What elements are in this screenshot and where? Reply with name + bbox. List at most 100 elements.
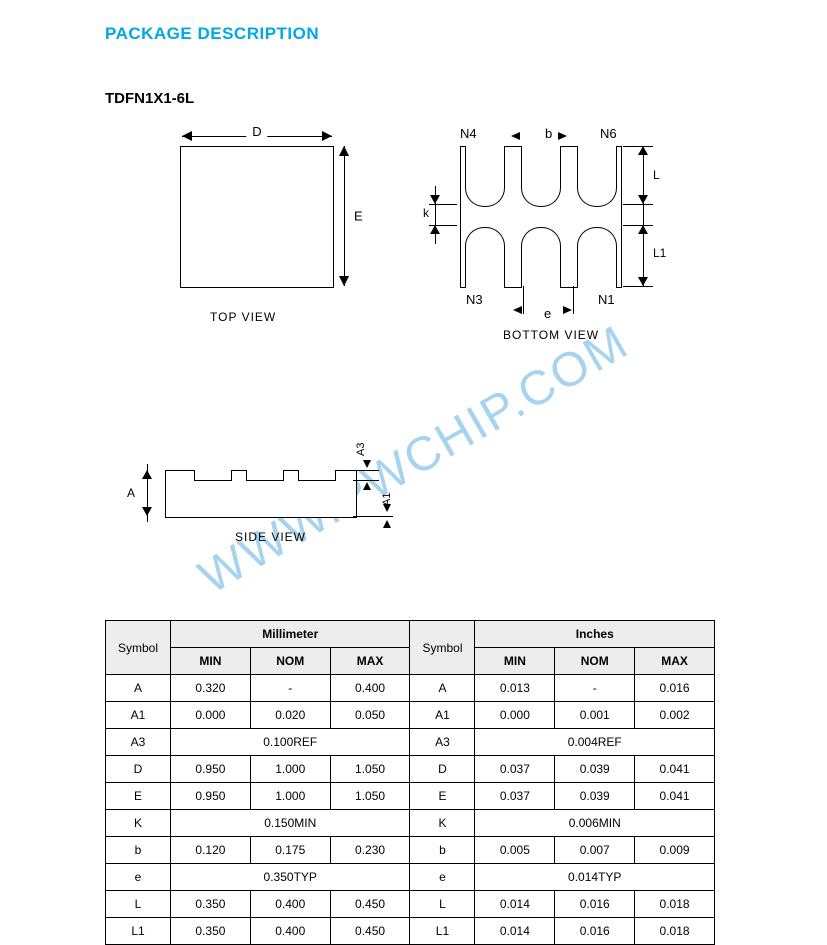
cell-value: 0.014 [475, 891, 555, 918]
cell-value: 0.006MIN [475, 810, 715, 837]
dim-a: A [139, 470, 157, 516]
pin-n4-label: N4 [460, 126, 477, 141]
side-pad [194, 470, 232, 481]
dim-l1-label: L1 [653, 246, 666, 260]
cell-value: 1.050 [330, 783, 410, 810]
table-row: e0.350TYPe0.014TYP [106, 864, 715, 891]
cell-value: 0.050 [330, 702, 410, 729]
table-row: D0.9501.0001.050D0.0370.0390.041 [106, 756, 715, 783]
top-outline [180, 146, 334, 288]
cell-value: 0.005 [475, 837, 555, 864]
cell-value: 0.039 [555, 756, 635, 783]
cell-symbol: D [410, 756, 475, 783]
cell-value: 0.350 [171, 891, 251, 918]
part-name: TDFN1X1-6L [105, 90, 194, 107]
th-mm: Millimeter [171, 621, 410, 648]
table-row: E0.9501.0001.050E0.0370.0390.041 [106, 783, 715, 810]
pin-n6-label: N6 [600, 126, 617, 141]
cell-value: 0.016 [635, 675, 715, 702]
pin-n3-label: N3 [466, 292, 483, 307]
cell-value: 0.016 [555, 891, 635, 918]
cell-symbol: D [106, 756, 171, 783]
pad-n1 [577, 227, 617, 288]
cell-value: 0.320 [171, 675, 251, 702]
bottom-outline [460, 146, 622, 288]
cell-value: 0.400 [250, 891, 330, 918]
cell-value: 0.000 [171, 702, 251, 729]
cell-symbol: A3 [106, 729, 171, 756]
cell-value: 0.041 [635, 756, 715, 783]
cell-value: 0.400 [330, 675, 410, 702]
side-pad [246, 470, 284, 481]
cell-symbol: E [106, 783, 171, 810]
dimensions-table: Symbol Millimeter Symbol Inches MIN NOM … [105, 620, 715, 945]
cell-symbol: K [106, 810, 171, 837]
cell-symbol: K [410, 810, 475, 837]
cell-symbol: b [410, 837, 475, 864]
dim-e: E [338, 146, 352, 286]
dim-a3-label: A3 [355, 443, 367, 456]
dim-k: k [427, 146, 457, 286]
th-symbol: Symbol [410, 621, 475, 675]
watermark: WWW.PWCHIP.COM [189, 315, 637, 605]
cell-symbol: A1 [410, 702, 475, 729]
th-max: MAX [330, 648, 410, 675]
cell-symbol: A3 [410, 729, 475, 756]
cell-value: 0.020 [250, 702, 330, 729]
cell-value: 0.175 [250, 837, 330, 864]
table-row: A10.0000.0200.050A10.0000.0010.002 [106, 702, 715, 729]
cell-value: 0.014TYP [475, 864, 715, 891]
dim-e-pitch-label: e [544, 306, 551, 321]
cell-value: 0.001 [555, 702, 635, 729]
cell-value: 0.950 [171, 783, 251, 810]
pad-n3 [465, 227, 505, 288]
cell-symbol: A1 [106, 702, 171, 729]
cell-value: 0.039 [555, 783, 635, 810]
pad-n5 [521, 146, 561, 207]
pin-n1-label: N1 [598, 292, 615, 307]
cell-value: 0.018 [635, 918, 715, 945]
table-row: L10.3500.4000.450L10.0140.0160.018 [106, 918, 715, 945]
cell-value: 0.120 [171, 837, 251, 864]
dim-k-label: k [423, 206, 429, 220]
cell-value: - [250, 675, 330, 702]
cell-value: 0.450 [330, 891, 410, 918]
cell-value: 0.013 [475, 675, 555, 702]
cell-symbol: A [106, 675, 171, 702]
cell-value: 0.350 [171, 918, 251, 945]
side-view-caption: SIDE VIEW [235, 530, 306, 544]
th-symbol: Symbol [106, 621, 171, 675]
cell-symbol: e [410, 864, 475, 891]
th-min: MIN [475, 648, 555, 675]
cell-value: 0.150MIN [171, 810, 410, 837]
th-nom: NOM [250, 648, 330, 675]
arrow-icon [563, 306, 572, 314]
cell-value: 0.009 [635, 837, 715, 864]
pad-n2 [521, 227, 561, 288]
cell-value: 0.350TYP [171, 864, 410, 891]
dim-d: D [182, 130, 332, 144]
cell-value: 0.018 [635, 891, 715, 918]
cell-value: 0.016 [555, 918, 635, 945]
cell-value: 1.050 [330, 756, 410, 783]
pad-n6 [577, 146, 617, 207]
cell-value: 1.000 [250, 756, 330, 783]
page-title: PACKAGE DESCRIPTION [105, 24, 319, 44]
cell-value: 0.037 [475, 756, 555, 783]
table-row: A0.320-0.400A0.013-0.016 [106, 675, 715, 702]
cell-value: 0.037 [475, 783, 555, 810]
cell-value: 0.450 [330, 918, 410, 945]
dim-e-label: E [354, 209, 363, 224]
cell-value: 0.100REF [171, 729, 410, 756]
top-view-caption: TOP VIEW [210, 310, 276, 324]
bottom-view-caption: BOTTOM VIEW [503, 328, 599, 342]
side-pad [298, 470, 336, 481]
cell-symbol: L [106, 891, 171, 918]
cell-value: 0.041 [635, 783, 715, 810]
arrow-icon [558, 132, 567, 140]
cell-symbol: L1 [106, 918, 171, 945]
cell-value: 0.002 [635, 702, 715, 729]
cell-symbol: A [410, 675, 475, 702]
cell-value: 1.000 [250, 783, 330, 810]
cell-symbol: E [410, 783, 475, 810]
